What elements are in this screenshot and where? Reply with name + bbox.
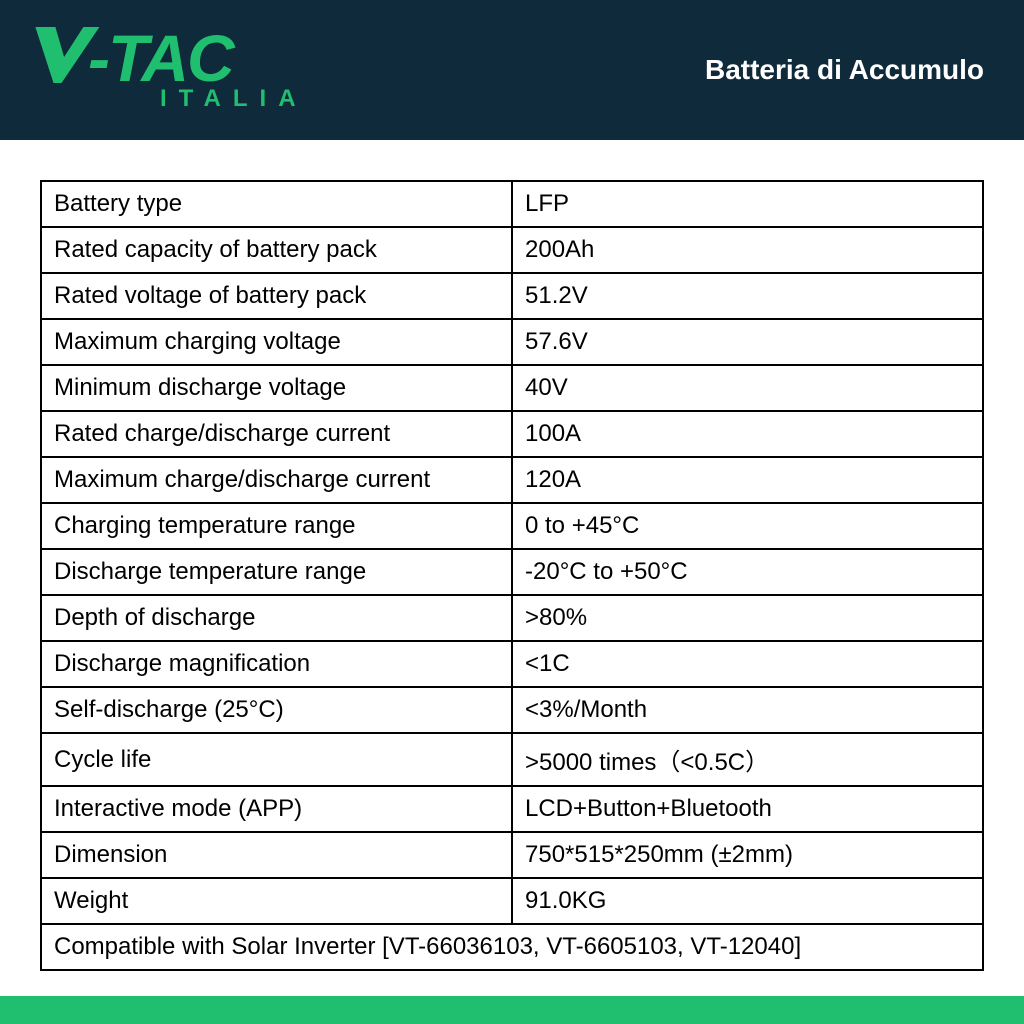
spec-label: Depth of discharge — [41, 595, 512, 641]
spec-value: 750*515*250mm (±2mm) — [512, 832, 983, 878]
spec-value: <1C — [512, 641, 983, 687]
spec-value: 0 to +45°C — [512, 503, 983, 549]
spec-value: LFP — [512, 181, 983, 227]
table-row: Interactive mode (APP)LCD+Button+Bluetoo… — [41, 786, 983, 832]
table-row: Rated voltage of battery pack51.2V — [41, 273, 983, 319]
spec-label: Rated voltage of battery pack — [41, 273, 512, 319]
spec-table-body: Battery typeLFP Rated capacity of batter… — [41, 181, 983, 970]
spec-value: 51.2V — [512, 273, 983, 319]
table-row: Minimum discharge voltage40V — [41, 365, 983, 411]
spec-value: -20°C to +50°C — [512, 549, 983, 595]
spec-label: Weight — [41, 878, 512, 924]
table-row: Self-discharge (25°C)<3%/Month — [41, 687, 983, 733]
spec-value: 57.6V — [512, 319, 983, 365]
brand-logo: -TAC ITALIA — [30, 27, 308, 112]
table-row: Weight91.0KG — [41, 878, 983, 924]
spec-value: >80% — [512, 595, 983, 641]
table-row: Discharge magnification<1C — [41, 641, 983, 687]
logo-text: -TAC — [88, 30, 233, 86]
table-footer-row: Compatible with Solar Inverter [VT-66036… — [41, 924, 983, 970]
spec-value: <3%/Month — [512, 687, 983, 733]
spec-label: Dimension — [41, 832, 512, 878]
spec-label: Maximum charging voltage — [41, 319, 512, 365]
spec-label: Self-discharge (25°C) — [41, 687, 512, 733]
spec-footer: Compatible with Solar Inverter [VT-66036… — [41, 924, 983, 970]
table-row: Cycle life>5000 times（<0.5C） — [41, 733, 983, 786]
table-row: Depth of discharge>80% — [41, 595, 983, 641]
logo-main-text: -TAC — [30, 27, 233, 88]
spec-value: 40V — [512, 365, 983, 411]
spec-label: Maximum charge/discharge current — [41, 457, 512, 503]
spec-value: 200Ah — [512, 227, 983, 273]
spec-label: Rated capacity of battery pack — [41, 227, 512, 273]
spec-value: >5000 times（<0.5C） — [512, 733, 983, 786]
spec-label: Discharge temperature range — [41, 549, 512, 595]
spec-value: 120A — [512, 457, 983, 503]
logo-check-icon — [25, 27, 100, 88]
table-row: Battery typeLFP — [41, 181, 983, 227]
spec-value: 91.0KG — [512, 878, 983, 924]
table-row: Charging temperature range0 to +45°C — [41, 503, 983, 549]
header-bar: -TAC ITALIA Batteria di Accumulo — [0, 0, 1024, 140]
spec-label: Battery type — [41, 181, 512, 227]
table-row: Dimension750*515*250mm (±2mm) — [41, 832, 983, 878]
spec-value: 100A — [512, 411, 983, 457]
spec-label: Interactive mode (APP) — [41, 786, 512, 832]
spec-value: LCD+Button+Bluetooth — [512, 786, 983, 832]
spec-label: Discharge magnification — [41, 641, 512, 687]
page-title: Batteria di Accumulo — [705, 54, 984, 86]
table-row: Maximum charge/discharge current120A — [41, 457, 983, 503]
spec-label: Minimum discharge voltage — [41, 365, 512, 411]
table-row: Rated charge/discharge current100A — [41, 411, 983, 457]
spec-label: Charging temperature range — [41, 503, 512, 549]
table-row: Maximum charging voltage57.6V — [41, 319, 983, 365]
logo-sub-text: ITALIA — [160, 85, 308, 113]
spec-label: Cycle life — [41, 733, 512, 786]
spec-label: Rated charge/discharge current — [41, 411, 512, 457]
table-row: Rated capacity of battery pack200Ah — [41, 227, 983, 273]
spec-table-container: Battery typeLFP Rated capacity of batter… — [0, 140, 1024, 991]
spec-table: Battery typeLFP Rated capacity of batter… — [40, 180, 984, 971]
table-row: Discharge temperature range-20°C to +50°… — [41, 549, 983, 595]
footer-accent-bar — [0, 996, 1024, 1024]
